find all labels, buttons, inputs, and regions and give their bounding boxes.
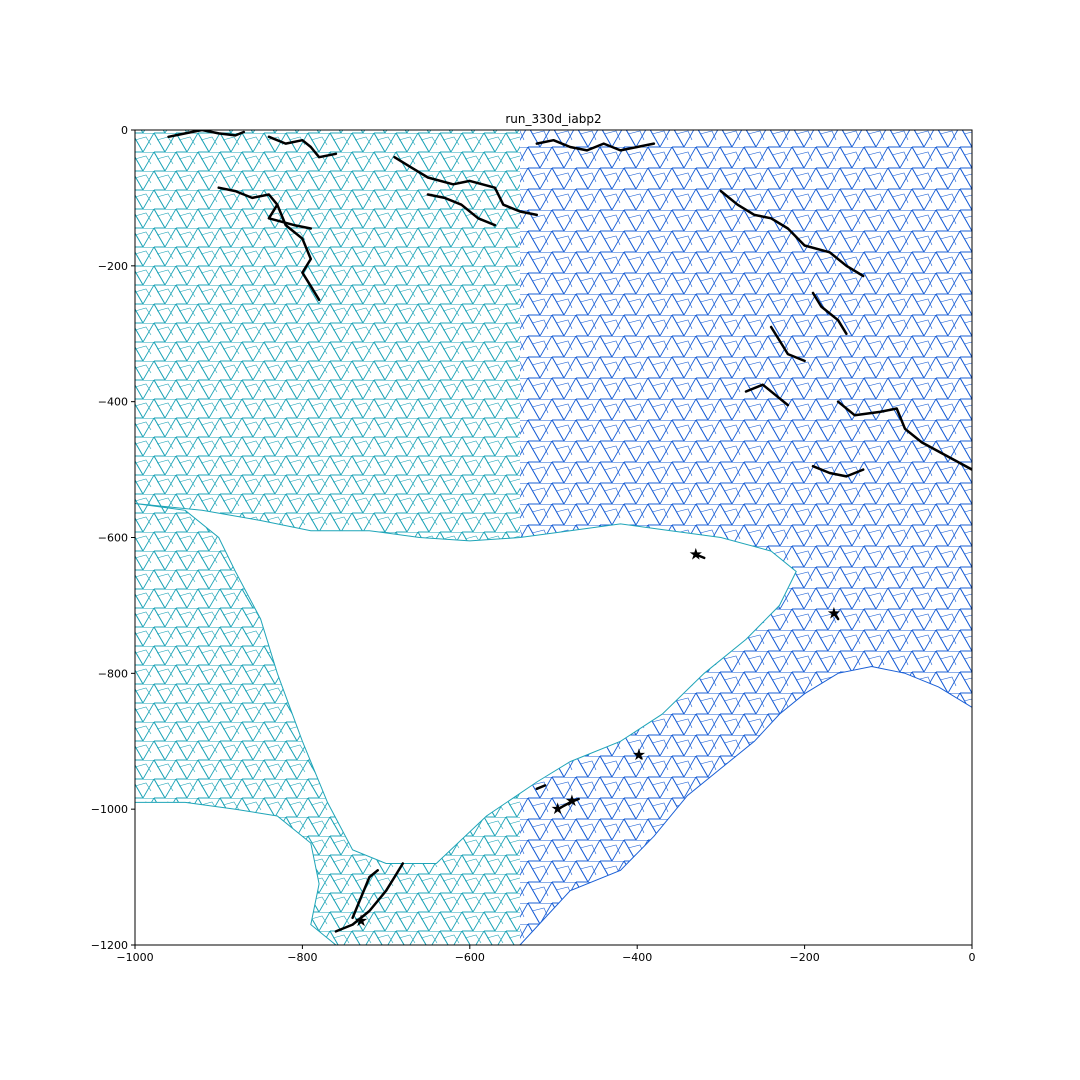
trajectory-8 <box>719 189 865 278</box>
trajectory-15 <box>832 610 840 621</box>
y-tick-label: 0 <box>121 124 128 137</box>
x-tick-label: 0 <box>969 951 976 964</box>
trajectory-13 <box>811 464 865 478</box>
y-tick-label: −600 <box>98 532 128 545</box>
star-marker-3: ★ <box>632 745 646 764</box>
land-area-1 <box>135 503 797 864</box>
star-marker-6: ★ <box>354 911 368 930</box>
star-marker-1: ★ <box>689 544 703 563</box>
chart-title: run_330d_iabp2 <box>505 112 602 126</box>
x-tick-label: −400 <box>622 951 652 964</box>
land-area-2 <box>135 801 337 945</box>
y-tick-label: −800 <box>98 667 128 680</box>
trajectory-10 <box>769 325 806 363</box>
trajectory-12 <box>836 400 972 471</box>
trajectory-9 <box>811 291 848 336</box>
trajectory-17 <box>556 797 580 811</box>
x-tick-label: −1000 <box>116 951 153 964</box>
trajectory-16 <box>635 753 643 760</box>
y-tick-label: −400 <box>98 396 128 409</box>
trajectory-2 <box>267 135 338 159</box>
x-tick-label: −600 <box>455 951 485 964</box>
trajectory-6 <box>426 193 497 227</box>
star-marker-4: ★ <box>551 799 565 818</box>
y-tick-label: −200 <box>98 260 128 273</box>
trajectory-14 <box>694 553 706 560</box>
trajectory-19 <box>334 862 405 933</box>
trajectory-4 <box>267 203 313 230</box>
x-tick-label: −200 <box>789 951 819 964</box>
trajectory-7 <box>535 138 656 152</box>
land-area-3 <box>519 665 972 945</box>
trajectory-1 <box>167 130 246 139</box>
star-marker-5: ★ <box>565 791 579 810</box>
x-tick-label: −800 <box>287 951 317 964</box>
trajectory-11 <box>744 383 790 407</box>
y-tick-label: −1200 <box>91 939 128 952</box>
star-marker-2: ★ <box>827 604 841 623</box>
trajectory-5 <box>393 155 539 217</box>
trajectory-20 <box>351 869 379 920</box>
trajectory-18 <box>535 784 547 791</box>
y-tick-label: −1000 <box>91 803 128 816</box>
trajectory-3 <box>217 186 321 302</box>
